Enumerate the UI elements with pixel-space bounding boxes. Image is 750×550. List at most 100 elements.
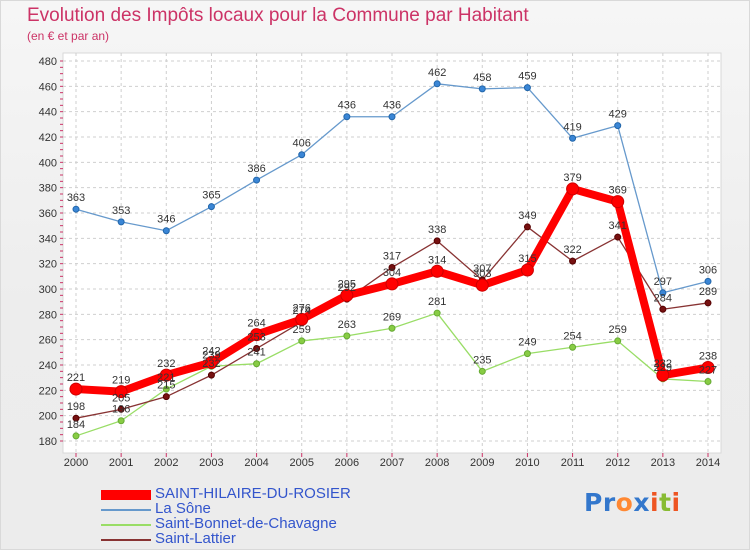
data-label: 269 [383, 311, 401, 323]
data-label: 363 [67, 192, 85, 204]
data-label: 227 [699, 364, 717, 376]
y-tick-label: 260 [39, 335, 57, 347]
data-label: 264 [247, 318, 265, 330]
data-label: 263 [338, 319, 356, 331]
series-point-0 [520, 263, 534, 277]
y-tick-label: 320 [39, 259, 57, 271]
series-point-2 [704, 377, 712, 385]
series-point-0 [385, 277, 399, 291]
series-point-0 [701, 361, 715, 375]
series-point-3 [117, 405, 125, 413]
legend-label: Saint-Lattier [155, 530, 236, 547]
x-tick-label: 2010 [515, 457, 539, 469]
series-point-2 [72, 432, 80, 440]
logo-letter: i [650, 488, 660, 517]
data-label: 253 [247, 332, 265, 344]
data-label: 249 [518, 337, 536, 349]
series-point-1 [433, 80, 441, 88]
series-point-2 [117, 417, 125, 425]
data-label: 365 [202, 190, 220, 202]
data-label: 429 [609, 109, 627, 121]
series-point-3 [523, 223, 531, 231]
legend-label: La Sône [155, 500, 211, 517]
y-tick-label: 360 [39, 208, 57, 220]
legend-swatch [101, 523, 151, 526]
data-label: 307 [473, 263, 491, 275]
data-label: 259 [293, 324, 311, 336]
series-point-3 [388, 263, 396, 271]
data-label: 386 [247, 163, 265, 175]
series-point-3 [704, 299, 712, 307]
data-label: 259 [609, 324, 627, 336]
data-label: 369 [609, 185, 627, 197]
data-label: 274 [293, 305, 311, 317]
x-tick-label: 2008 [425, 457, 449, 469]
data-label: 341 [609, 220, 627, 232]
series-point-0 [611, 195, 625, 209]
series-point-0 [114, 385, 128, 399]
data-label: 205 [112, 392, 130, 404]
data-label: 419 [563, 121, 581, 133]
series-point-3 [72, 414, 80, 422]
proxiti-logo: Proxiti [584, 488, 681, 517]
data-label: 292 [338, 282, 356, 294]
data-label: 276 [293, 302, 311, 314]
x-tick-label: 2000 [64, 457, 88, 469]
data-label: 458 [473, 72, 491, 84]
series-point-0 [204, 355, 218, 369]
logo-letter: P [584, 488, 603, 517]
legend-swatch [101, 538, 151, 541]
series-point-2 [478, 367, 486, 375]
data-label: 289 [699, 286, 717, 298]
data-label: 295 [338, 278, 356, 290]
series-point-3 [207, 371, 215, 379]
data-label: 221 [67, 372, 85, 384]
data-label: 317 [383, 250, 401, 262]
series-point-1 [117, 218, 125, 226]
data-label: 215 [157, 380, 175, 392]
y-tick-label: 400 [39, 157, 57, 169]
series-point-1 [478, 85, 486, 93]
x-tick-label: 2003 [199, 457, 223, 469]
x-tick-label: 2001 [109, 457, 133, 469]
series-point-3 [253, 345, 261, 353]
logo-letter: i [671, 488, 681, 517]
y-tick-label: 340 [39, 233, 57, 245]
data-label: 232 [157, 358, 175, 370]
series-point-0 [430, 264, 444, 278]
series-point-0 [340, 288, 354, 302]
series-point-1 [523, 84, 531, 92]
series-point-2 [614, 337, 622, 345]
series-point-0 [475, 278, 489, 292]
y-tick-label: 300 [39, 284, 57, 296]
series-point-1 [614, 122, 622, 130]
data-label: 235 [473, 354, 491, 366]
x-tick-label: 2004 [244, 457, 268, 469]
data-label: 349 [518, 210, 536, 222]
data-label: 306 [699, 264, 717, 276]
data-label: 346 [157, 214, 175, 226]
series-point-1 [704, 277, 712, 285]
data-label: 196 [112, 404, 130, 416]
y-tick-label: 440 [39, 107, 57, 119]
data-label: 304 [383, 267, 401, 279]
x-tick-label: 2007 [380, 457, 404, 469]
data-label: 254 [563, 330, 581, 342]
series-point-0 [159, 368, 173, 382]
data-label: 238 [699, 351, 717, 363]
series-point-2 [253, 360, 261, 368]
x-tick-label: 2005 [289, 457, 313, 469]
logo-letter: o [615, 488, 634, 517]
chart-subtitle: (en € et par an) [27, 29, 110, 43]
series-point-2 [388, 324, 396, 332]
legend-swatch [101, 489, 151, 500]
series-point-2 [523, 350, 531, 358]
data-label: 314 [428, 254, 446, 266]
data-label: 221 [157, 372, 175, 384]
data-label: 284 [654, 292, 672, 304]
x-tick-label: 2011 [561, 457, 585, 469]
y-tick-label: 460 [39, 81, 57, 93]
series-point-1 [659, 289, 667, 297]
series-point-0 [566, 182, 580, 196]
